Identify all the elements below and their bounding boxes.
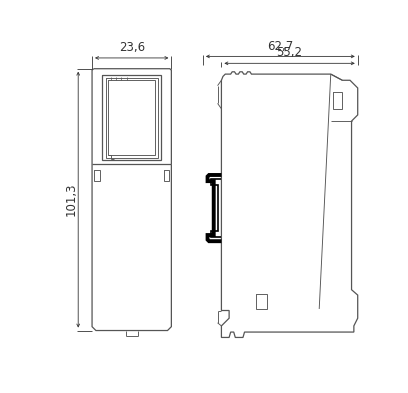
Text: 23,6: 23,6 <box>119 41 145 54</box>
Text: 62,7: 62,7 <box>267 40 293 53</box>
Text: 55,2: 55,2 <box>277 46 303 59</box>
Text: 101,3: 101,3 <box>65 183 78 217</box>
